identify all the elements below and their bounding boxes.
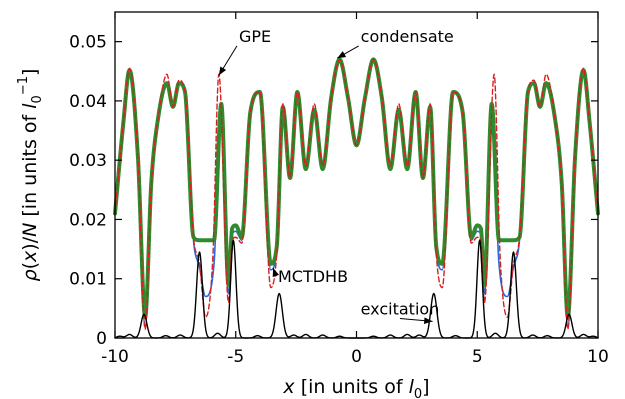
- x-tick-label: -5: [227, 347, 244, 367]
- y-tick-label: 0.05: [69, 33, 107, 53]
- annotation-arrow-head: [337, 51, 347, 59]
- y-axis-label: ρ(x)/N [in units of l0−1]: [16, 69, 45, 282]
- annotation-arrow-head: [218, 66, 227, 76]
- plot-area: -10 -5 0 5 10 0 0.01 0.02 0.03 0.04 0.05 GPE conden…: [69, 11, 609, 367]
- x-axis-label: x [in units of l0]: [282, 376, 429, 399]
- annotations-layer: GPE condensate MCTDHB excitation: [218, 27, 454, 325]
- x-tick-label: -10: [101, 347, 129, 367]
- annotation-mctdhb: MCTDHB: [278, 267, 348, 286]
- series-line-condensate: [113, 57, 600, 320]
- ticks-layer: -10 -5 0 5 10 0 0.01 0.02 0.03 0.04 0.05: [69, 12, 609, 367]
- annotation-excitation: excitation: [361, 300, 440, 319]
- y-tick-label: 0: [96, 329, 107, 349]
- series-line-excitation: [114, 239, 599, 339]
- x-tick-label: 10: [587, 347, 609, 367]
- annotation-condensate: condensate: [361, 27, 454, 46]
- annotation-arrow-head: [423, 317, 433, 325]
- x-tick-label: 5: [472, 347, 483, 367]
- y-tick-label: 0.03: [69, 151, 107, 171]
- plot-frame: [114, 11, 599, 339]
- y-tick-label: 0.04: [69, 92, 107, 112]
- y-tick-label: 0.02: [69, 210, 107, 230]
- annotation-gpe: GPE: [239, 27, 271, 46]
- series-layer: [113, 57, 600, 339]
- x-tick-label: 0: [351, 347, 362, 367]
- y-tick-label: 0.01: [69, 270, 107, 290]
- annotation-arrow-head: [272, 268, 280, 278]
- series-line-gpe: [114, 58, 599, 330]
